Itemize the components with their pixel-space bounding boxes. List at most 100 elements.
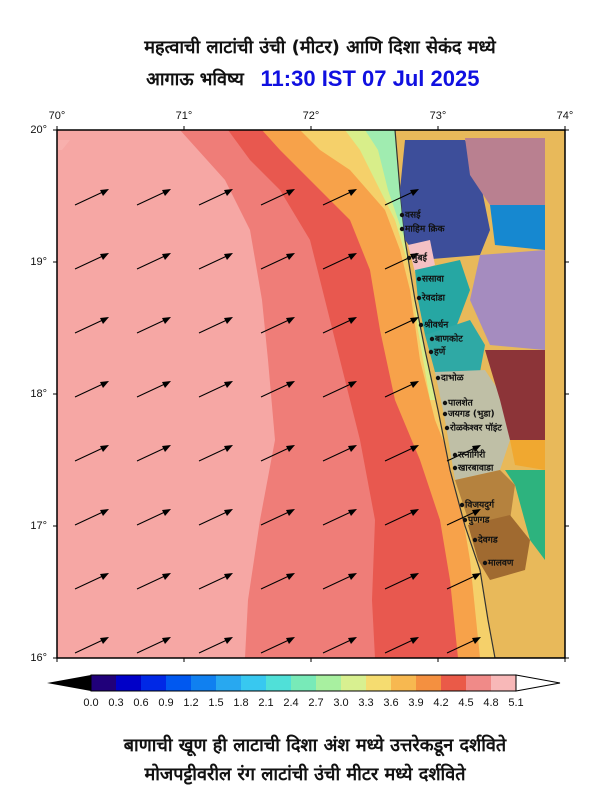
arrow-head — [162, 509, 171, 516]
place-label: मुंबई — [411, 252, 428, 264]
place-label: देवगड — [477, 534, 499, 546]
wave-arrow — [136, 190, 168, 206]
place-label: विजयदुर्ग — [464, 499, 495, 511]
district — [470, 250, 545, 350]
place-dot — [416, 276, 422, 282]
wave-arrow — [322, 382, 354, 398]
district — [415, 260, 470, 335]
arrow-head — [162, 189, 171, 196]
wave-arrow — [74, 382, 106, 398]
district — [425, 320, 485, 372]
wave-arrow — [260, 446, 292, 462]
place-dot — [429, 336, 435, 342]
wave-arrow — [260, 254, 292, 270]
place-label: श्रीवर्धन — [423, 319, 449, 331]
wave-arrow — [136, 446, 168, 462]
footer-line: बाणाची खूण ही लाटाची दिशा अंश मध्ये उत्त… — [123, 734, 507, 757]
wave-arrow — [198, 510, 230, 526]
arrow-head — [224, 509, 233, 516]
colorbar-cell — [341, 675, 367, 691]
colorbar-label: 4.2 — [433, 697, 448, 709]
lon-label: 70° — [49, 110, 66, 122]
colorbar-cell — [391, 675, 417, 691]
colorbar-label: 3.9 — [408, 697, 423, 709]
wave-arrow — [74, 190, 106, 206]
colorbar-cell — [216, 675, 242, 691]
subtitle: आगाऊ भविष्य — [146, 68, 245, 90]
wave-arrow — [446, 510, 478, 526]
lat-label: 20° — [30, 124, 47, 136]
district — [510, 440, 545, 470]
lat-label: 18° — [30, 388, 47, 400]
colorbar-label: 2.1 — [258, 697, 273, 709]
place-dot — [459, 502, 465, 508]
place-label: माहिम क्रिक — [404, 223, 446, 235]
colorbar-cell — [291, 675, 317, 691]
arrow-head — [472, 637, 481, 644]
colorbar-label: 5.1 — [508, 697, 523, 709]
wave-arrow — [384, 382, 416, 398]
wave-arrow — [322, 638, 354, 654]
wave-arrow — [136, 638, 168, 654]
wave-arrow — [198, 574, 230, 590]
wave-arrow — [446, 446, 478, 462]
district — [435, 370, 510, 480]
arrow-head — [348, 381, 357, 388]
arrow-head — [348, 253, 357, 260]
lon-label: 71° — [176, 110, 193, 122]
lat-label: 19° — [30, 256, 47, 268]
colorbar-cell — [141, 675, 167, 691]
arrow-head — [472, 509, 481, 516]
wave-arrow — [74, 574, 106, 590]
arrow-head — [162, 637, 171, 644]
arrow-head — [224, 637, 233, 644]
colorbar-label: 0.3 — [108, 697, 123, 709]
arrow-head — [224, 253, 233, 260]
arrow-head — [100, 573, 109, 580]
colorbar-label: 4.8 — [483, 697, 498, 709]
wave-arrow — [198, 254, 230, 270]
arrow-head — [286, 317, 295, 324]
arrow-head — [162, 573, 171, 580]
colorbar-cell — [91, 675, 117, 691]
arrow-head — [100, 445, 109, 452]
map-area: वसई माहिम क्रिक मुंबई ससावा रेवदांडा श्रीवर्ध… — [57, 130, 565, 658]
footer-line: मोजपट्टीवरील रंग लाटांची उंची मीटर मध्ये… — [143, 763, 466, 785]
wave-arrow — [322, 318, 354, 334]
colorbar-label: 3.6 — [383, 697, 398, 709]
arrow-head — [348, 445, 357, 452]
arrow-head — [100, 509, 109, 516]
place-label: हर्णे — [433, 346, 446, 358]
place-dot — [428, 349, 434, 355]
arrow-head — [348, 509, 357, 516]
wave-arrow — [74, 318, 106, 334]
place-dot — [418, 322, 424, 328]
wave-arrow — [260, 318, 292, 334]
wave-arrow — [136, 318, 168, 334]
colorbar-label: 3.0 — [333, 697, 348, 709]
arrow-head — [286, 445, 295, 452]
arrow-head — [162, 253, 171, 260]
place-dot — [442, 400, 448, 406]
arrow-head — [410, 381, 419, 388]
colorbar-label: 1.8 — [233, 697, 248, 709]
arrow-head — [162, 317, 171, 324]
wave-arrow — [198, 382, 230, 398]
wave-arrow — [136, 574, 168, 590]
place-dot — [435, 375, 441, 381]
arrow-head — [286, 253, 295, 260]
colorbar-label: 0.0 — [83, 697, 98, 709]
wave-arrow — [198, 190, 230, 206]
colorbar-label: 1.5 — [208, 697, 223, 709]
district — [408, 240, 435, 272]
colorbar-cell — [241, 675, 267, 691]
wave-arrow — [260, 638, 292, 654]
colorbar-cell — [116, 675, 142, 691]
arrow-head — [224, 317, 233, 324]
place-label: खारबावाडा — [457, 464, 494, 474]
wave-arrow — [322, 574, 354, 590]
wave-arrow — [384, 318, 416, 334]
arrow-head — [410, 317, 419, 324]
place-dot — [399, 226, 405, 232]
wave-arrow — [322, 446, 354, 462]
